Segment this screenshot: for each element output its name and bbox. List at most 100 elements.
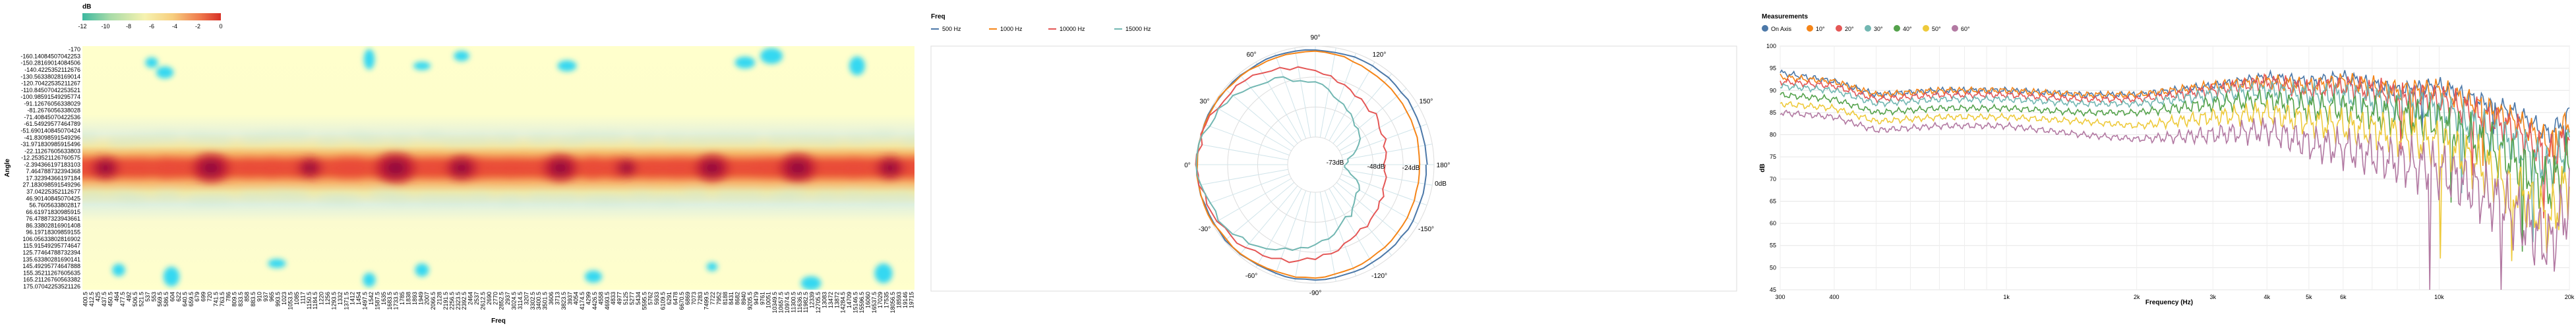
angle-tick-label: -2.394366197183103	[24, 161, 80, 168]
x-tick-label: 1k	[2003, 294, 2010, 300]
freq-tick-label: 15146.5	[853, 292, 859, 314]
freq-tick-label: 400.5	[82, 292, 89, 307]
heatmap-color-scale	[82, 13, 221, 20]
freq-tick-label: 13472	[827, 292, 834, 308]
heat-peak-core	[620, 163, 633, 173]
freq-tick-label: 965	[268, 292, 275, 302]
freq-tick-label: 5933	[653, 292, 660, 305]
polar-spoke	[1198, 144, 1288, 161]
cold-spot	[363, 49, 375, 70]
legend-swatch	[1807, 25, 1813, 32]
cold-spot	[584, 270, 603, 283]
polar-panel: Freq 500 Hz 1000 Hz 10000 Hz 15000 Hz 90° 60…	[916, 0, 1754, 325]
freq-tick-label: 3207	[523, 292, 529, 305]
series-line	[1780, 99, 2570, 261]
freq-tick-label: 6869	[684, 292, 691, 305]
angle-tick-label: -81.2676056338028	[27, 107, 80, 114]
heat-halo	[129, 135, 158, 144]
heat-halo	[551, 194, 580, 202]
legend-swatch	[1952, 25, 1958, 32]
heatmap-x-label: Freq	[491, 317, 506, 325]
heat-peak-core	[200, 160, 222, 176]
freq-tick-label: 11636.5	[796, 292, 803, 313]
legend-label: 60°	[1961, 26, 1970, 32]
freq-tick-label: 4833	[610, 292, 616, 305]
freq-tick-label: 12705.5	[815, 292, 822, 314]
freq-tick-label: 15596.5	[858, 292, 865, 314]
angle-tick-label: -120.70422535211267	[21, 80, 80, 87]
freq-tick-label: 741.5	[212, 292, 219, 307]
angle-tick-label: 175.07042253521126	[23, 283, 80, 290]
freq-tick-label: 7499.5	[704, 292, 710, 310]
polar-spoke	[1212, 105, 1292, 151]
freq-tick-label: 699	[200, 292, 207, 302]
x-tick-label: 20k	[2565, 294, 2575, 300]
freq-tick-label: 7722	[709, 292, 716, 305]
polar-spoke	[1238, 73, 1298, 144]
freq-tick-label: 809.5	[231, 292, 238, 307]
heat-halo	[596, 133, 626, 142]
cold-spot	[415, 263, 429, 277]
freq-tick-label: 5125	[622, 292, 629, 305]
polar-angle-label: -60°	[1245, 273, 1257, 280]
freq-tick-label: 1838	[405, 292, 411, 305]
line-series	[1780, 69, 2570, 290]
freq-tick-label: 1293.5	[330, 292, 337, 310]
angle-tick-label: 27.183098591549296	[22, 182, 80, 188]
freq-tick-label: 8431	[728, 292, 734, 305]
freq-tick-label: 1587.5	[374, 292, 380, 310]
heat-halo	[440, 136, 470, 145]
angle-tick-label: -140.4225352112676	[24, 67, 80, 73]
freq-tick-label: 7073	[691, 292, 698, 305]
series-line	[1780, 89, 2570, 252]
series-line	[1780, 72, 2570, 219]
heatmap-x-axis: 400.5 412.5 425 437.5 450.5 464 477.5 492 506.5 5…	[82, 292, 915, 314]
x-tick-label: 300	[1775, 294, 1785, 300]
polar-spoke	[1255, 61, 1302, 141]
heat-halo	[358, 135, 388, 144]
heat-halo	[385, 194, 415, 202]
freq-tick-label: 2464	[467, 292, 474, 305]
freq-tick-label: 13872	[833, 292, 840, 308]
legend-tick: -6	[149, 23, 154, 30]
heat-halo	[495, 195, 525, 204]
freq-tick-label: 6670.5	[678, 292, 685, 310]
angle-tick-label: -160.14084507042253	[20, 53, 80, 59]
cold-spot	[800, 276, 822, 290]
freq-tick-label: 10974.5	[784, 292, 791, 314]
freq-tick-label: 5277	[628, 292, 635, 305]
heatmap-cold-spots	[112, 48, 893, 290]
freq-tick-label: 2612.5	[479, 292, 486, 310]
freq-tick-label: 9479	[753, 292, 760, 305]
angle-tick-label: 106.05633802816902	[22, 236, 80, 242]
heat-peak-core	[787, 160, 808, 176]
polar-spoke	[1212, 178, 1292, 225]
heatmap-y-axis: -170-160.14084507042253-150.281690140845…	[20, 46, 80, 290]
y-tick-label: 55	[1770, 242, 1776, 249]
legend-label: On Axis	[1771, 26, 1792, 32]
x-tick-label: 5k	[2306, 294, 2312, 300]
polar-angle-label: 120°	[1373, 51, 1387, 59]
heat-halo	[107, 137, 136, 146]
freq-tick-label: 1023	[281, 292, 287, 305]
line-panel: Measurements On Axis 10° 20° 30° 40° 50° 60° 4…	[1754, 0, 2576, 325]
freq-tick-label: 506.5	[132, 292, 138, 307]
freq-tick-label: 10051	[765, 292, 772, 308]
polar-spoke	[1329, 188, 1375, 268]
freq-tick-label: 4299	[585, 292, 592, 305]
angle-tick-label: 37.04225352112677	[26, 188, 80, 195]
angle-tick-label: 56.7605633802817	[29, 202, 80, 209]
polar-radial-label: -48dB	[1367, 163, 1385, 171]
freq-tick-label: 12339	[809, 292, 816, 308]
angle-tick-label: 86.33802816901408	[26, 222, 80, 229]
series-line	[1780, 72, 2570, 184]
freq-tick-label: 412.5	[88, 292, 95, 307]
angle-tick-label: -110.84507042253521	[21, 87, 80, 94]
freq-tick-label: 2256.5	[448, 292, 455, 310]
freq-tick-label: 3501.5	[542, 292, 549, 310]
angle-tick-label: 96.19718309859155	[26, 229, 80, 236]
heat-halo	[868, 132, 898, 141]
heat-peak-core	[384, 159, 407, 177]
legend-swatch	[1894, 25, 1900, 32]
polar-series-line	[1195, 76, 1362, 252]
